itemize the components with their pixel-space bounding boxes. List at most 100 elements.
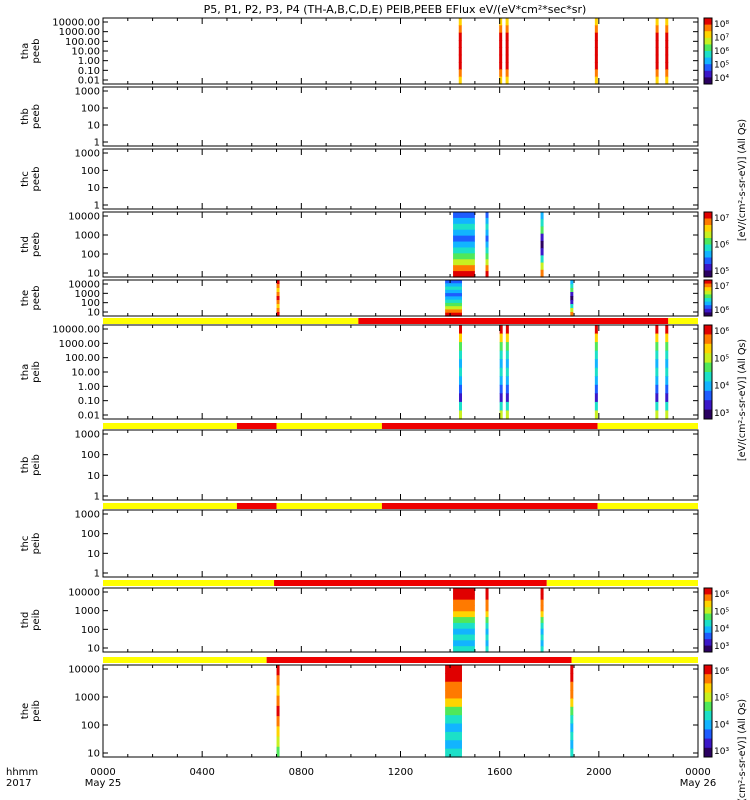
burst-cell xyxy=(499,359,503,369)
colorbar-tick-label: 10⁵ xyxy=(714,61,729,71)
y-tick-label: 100 xyxy=(81,529,100,540)
data-burst xyxy=(570,280,574,317)
colorbar-frame xyxy=(703,587,713,653)
burst-cell xyxy=(485,634,489,641)
colorbar-cell xyxy=(704,308,712,313)
burst-cell xyxy=(540,646,544,653)
burst-cell xyxy=(485,605,489,612)
colorbar-cell xyxy=(704,409,712,420)
burst-cell xyxy=(570,300,574,305)
y-tick-label: 10 xyxy=(87,644,100,655)
colorbar-frame xyxy=(703,664,713,758)
colorbar-tick-label: 10⁶ xyxy=(714,590,729,600)
colorbar-tick-label: 10³ xyxy=(714,409,729,419)
burst-cell xyxy=(485,646,489,653)
burst-cell xyxy=(459,342,463,352)
burst-cell xyxy=(458,47,462,56)
colorbar-cell xyxy=(704,212,712,219)
panel-frame xyxy=(102,148,699,210)
data-burst xyxy=(499,18,503,85)
burst-cell xyxy=(655,333,659,343)
burst-cell xyxy=(485,253,489,260)
burst-cell xyxy=(540,248,544,256)
colorbar-tick-label: 10⁴ xyxy=(714,382,729,392)
burst-cell xyxy=(570,698,574,708)
y-tick-label: 10.00 xyxy=(71,47,100,58)
burst-cell xyxy=(445,302,462,307)
burst-cell xyxy=(570,723,574,733)
y-axis-label: thb xyxy=(20,108,31,125)
burst-cell xyxy=(453,628,475,636)
colorbar-tick-label: 10⁴ xyxy=(714,720,729,730)
y-tick-label: 1 xyxy=(94,138,100,149)
burst-cell xyxy=(499,384,503,394)
y-tick-label: 10 xyxy=(87,308,100,319)
y-tick-label: 1 xyxy=(94,492,100,503)
data-burst xyxy=(458,18,462,85)
burst-cell xyxy=(594,325,598,335)
colorbar-tick-label: 10⁶ xyxy=(714,667,729,677)
y-axis-label: tha xyxy=(20,43,31,59)
quality-flag-segment xyxy=(274,580,547,586)
burst-cell xyxy=(505,333,509,343)
burst-cell xyxy=(570,665,574,674)
burst-cell xyxy=(505,18,509,26)
burst-cell xyxy=(276,288,280,293)
x-tick-label: 0400 xyxy=(189,767,214,778)
colorbar-cell xyxy=(704,44,712,52)
burst-cell xyxy=(505,32,509,41)
burst-cell xyxy=(499,76,503,85)
burst-cell xyxy=(485,271,489,278)
burst-cell xyxy=(594,410,598,420)
colorbar-cell xyxy=(704,298,712,303)
burst-cell xyxy=(445,698,462,708)
burst-cell xyxy=(276,284,280,289)
panel-frame xyxy=(102,86,699,147)
data-burst xyxy=(665,18,669,85)
quality-flag-segment xyxy=(236,503,277,509)
burst-cell xyxy=(499,32,503,41)
burst-cell xyxy=(459,325,463,335)
data-burst xyxy=(505,18,509,85)
panel-frame xyxy=(102,587,699,653)
data-burst xyxy=(499,325,503,420)
colorbar: 10⁸ 10⁷ 10⁶ 10⁵ 10⁴ xyxy=(703,17,729,85)
colorbar-cell xyxy=(704,231,712,239)
burst-cell xyxy=(665,401,669,412)
panel-thb-peeb: 1000 100 10 1 thb peeb xyxy=(20,86,699,149)
colorbar-cell xyxy=(704,594,712,602)
burst-cell xyxy=(665,25,669,34)
colorbar-cell xyxy=(704,37,712,45)
panel-frame xyxy=(102,211,699,278)
burst-cell xyxy=(453,223,475,231)
burst-cell xyxy=(665,325,669,335)
burst-cell xyxy=(453,640,475,647)
burst-cell xyxy=(485,223,489,231)
y-tick-label: 1 xyxy=(94,569,100,580)
burst-cell xyxy=(665,393,669,403)
y-tick-label: 10 xyxy=(87,183,100,194)
burst-cell xyxy=(453,605,475,612)
burst-cell xyxy=(665,69,669,78)
colorbar-cell xyxy=(704,264,712,271)
burst-cell xyxy=(458,40,462,48)
colorbar: 10⁶ 10⁵ 10⁴ 10³ xyxy=(703,324,729,420)
data-burst xyxy=(485,588,489,653)
burst-cell xyxy=(655,367,659,377)
panel-frame xyxy=(102,324,699,420)
quality-flag-segment xyxy=(266,657,572,663)
burst-cell xyxy=(505,25,509,34)
y-tick-label: 10000 xyxy=(68,280,100,291)
burst-cell xyxy=(499,393,503,403)
burst-cell xyxy=(505,54,509,63)
burst-cell xyxy=(445,681,462,691)
burst-cell xyxy=(499,376,503,386)
x-tick-label: 1600 xyxy=(487,767,512,778)
burst-cell xyxy=(665,367,669,377)
burst-cell xyxy=(276,736,280,748)
burst-cell xyxy=(453,265,475,272)
colorbar-cell xyxy=(704,280,712,285)
burst-cell xyxy=(453,253,475,260)
burst-cell xyxy=(540,605,544,612)
data-burst xyxy=(594,325,598,420)
